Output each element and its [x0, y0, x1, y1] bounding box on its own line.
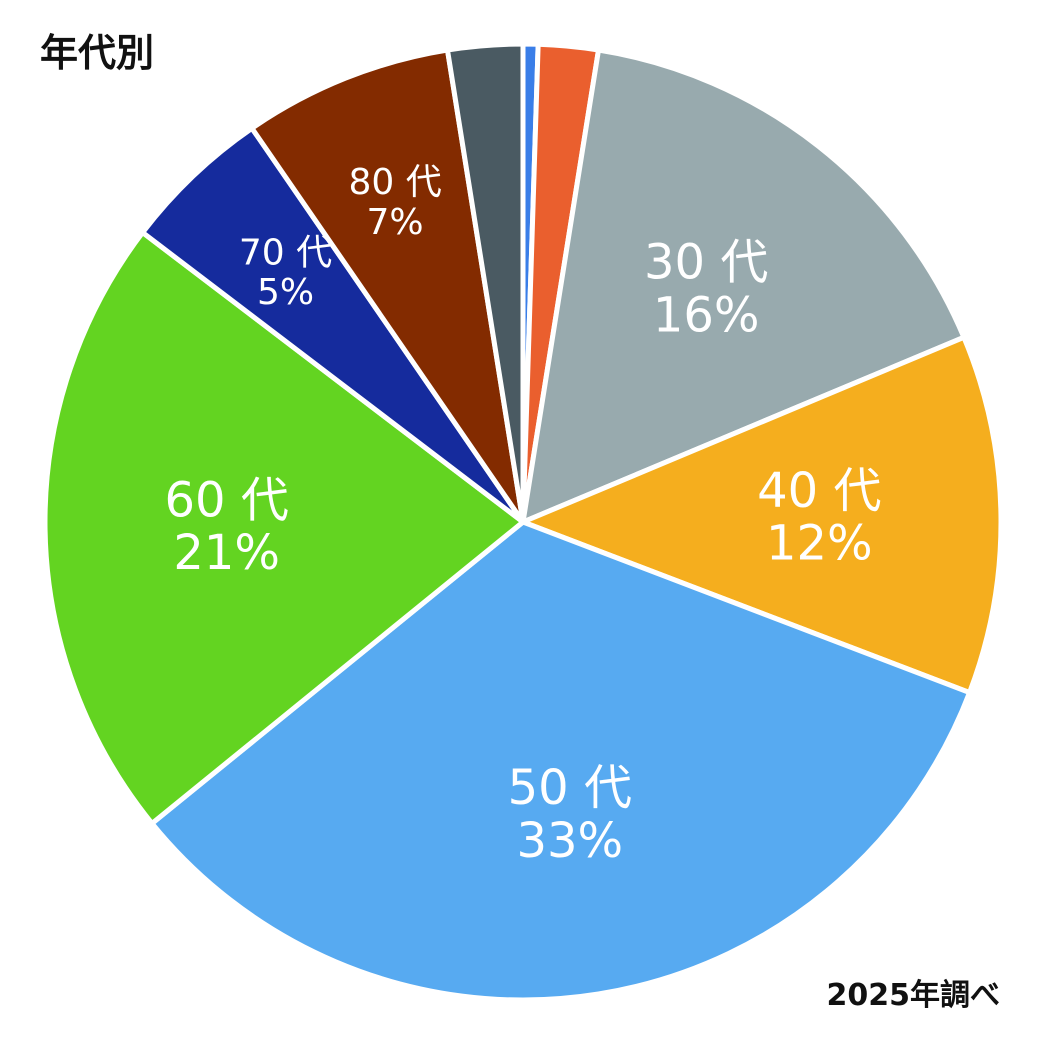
pie-slice-7 — [249, 47, 526, 525]
slice-percent-5: 21% — [173, 525, 280, 581]
slice-percent-6: 5% — [257, 272, 314, 313]
pie-slice-4 — [149, 519, 973, 1003]
pie-slice-6 — [140, 125, 526, 525]
pie-slice-2 — [520, 47, 967, 525]
slice-label-6: 70 代 — [239, 233, 332, 274]
slice-percent-2: 16% — [653, 287, 760, 343]
pie-slice-3 — [520, 334, 1004, 696]
slice-percent-3: 12% — [766, 516, 873, 572]
chart-title: 年代別 — [40, 31, 155, 75]
pie-slice-5 — [42, 230, 526, 826]
slice-label-7: 80 代 — [348, 162, 441, 203]
source-note: 2025年調べ — [826, 978, 1001, 1013]
pie-slice-8 — [444, 41, 526, 525]
slice-percent-7: 7% — [367, 202, 424, 243]
slice-label-2: 30 代 — [644, 235, 768, 291]
slice-label-4: 50 代 — [508, 760, 632, 816]
slice-percent-4: 33% — [516, 813, 623, 869]
slice-label-5: 60 代 — [165, 472, 289, 528]
slice-label-3: 40 代 — [757, 463, 881, 519]
